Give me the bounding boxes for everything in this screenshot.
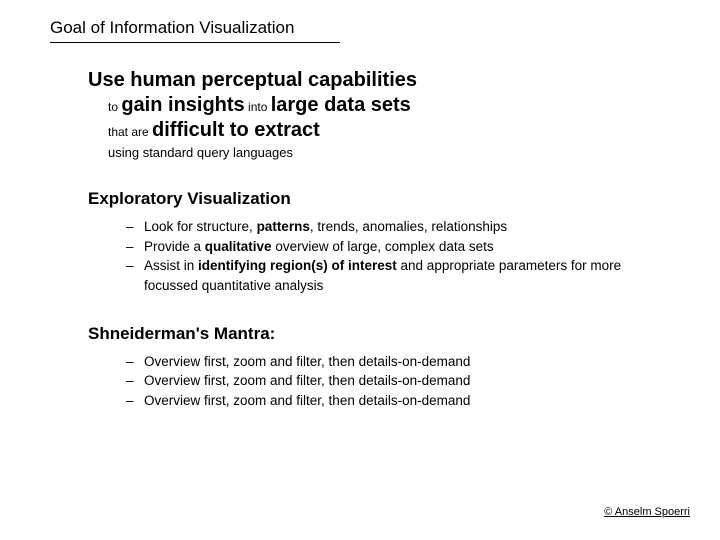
- headline-line4: using standard query languages: [88, 145, 648, 161]
- bullet-text: Overview first, zoom and filter, then de…: [144, 371, 648, 391]
- main-content: Use human perceptual capabilities to gai…: [88, 68, 648, 410]
- bullet-text: Assist in identifying region(s) of inter…: [144, 256, 648, 295]
- headline-line2-mid: into: [245, 100, 271, 114]
- bullet-dash: –: [126, 256, 144, 295]
- headline-line2-bold2: large data sets: [271, 94, 411, 116]
- list-item: – Assist in identifying region(s) of int…: [126, 256, 648, 295]
- headline-line1: Use human perceptual capabilities: [88, 68, 648, 93]
- bullet-text: Provide a qualitative overview of large,…: [144, 237, 648, 257]
- section1-title: Exploratory Visualization: [88, 189, 648, 209]
- section2-bullets: – Overview first, zoom and filter, then …: [88, 352, 648, 411]
- bullet-dash: –: [126, 217, 144, 237]
- headline-line2-bold1: gain insights: [121, 94, 244, 116]
- slide-title: Goal of Information Visualization: [50, 18, 294, 38]
- section2-title: Shneiderman's Mantra:: [88, 324, 648, 344]
- list-item: – Overview first, zoom and filter, then …: [126, 371, 648, 391]
- bullet-dash: –: [126, 352, 144, 372]
- list-item: – Look for structure, patterns, trends, …: [126, 217, 648, 237]
- bullet-text: Overview first, zoom and filter, then de…: [144, 352, 648, 372]
- list-item: – Overview first, zoom and filter, then …: [126, 352, 648, 372]
- title-underline: [50, 42, 340, 43]
- headline-line3-bold: difficult to extract: [152, 119, 320, 141]
- copyright: © Anselm Spoerri: [604, 506, 690, 518]
- bullet-dash: –: [126, 371, 144, 391]
- bullet-text: Look for structure, patterns, trends, an…: [144, 217, 648, 237]
- headline-line3: that are difficult to extract: [88, 118, 648, 143]
- bullet-text: Overview first, zoom and filter, then de…: [144, 391, 648, 411]
- headline-line2: to gain insights into large data sets: [88, 93, 648, 118]
- section1-bullets: – Look for structure, patterns, trends, …: [88, 217, 648, 295]
- list-item: – Provide a qualitative overview of larg…: [126, 237, 648, 257]
- headline-line3-pre: that are: [108, 125, 152, 139]
- list-item: – Overview first, zoom and filter, then …: [126, 391, 648, 411]
- bullet-dash: –: [126, 237, 144, 257]
- headline-line2-pre: to: [108, 100, 121, 114]
- slide: Goal of Information Visualization Use hu…: [0, 0, 720, 540]
- bullet-dash: –: [126, 391, 144, 411]
